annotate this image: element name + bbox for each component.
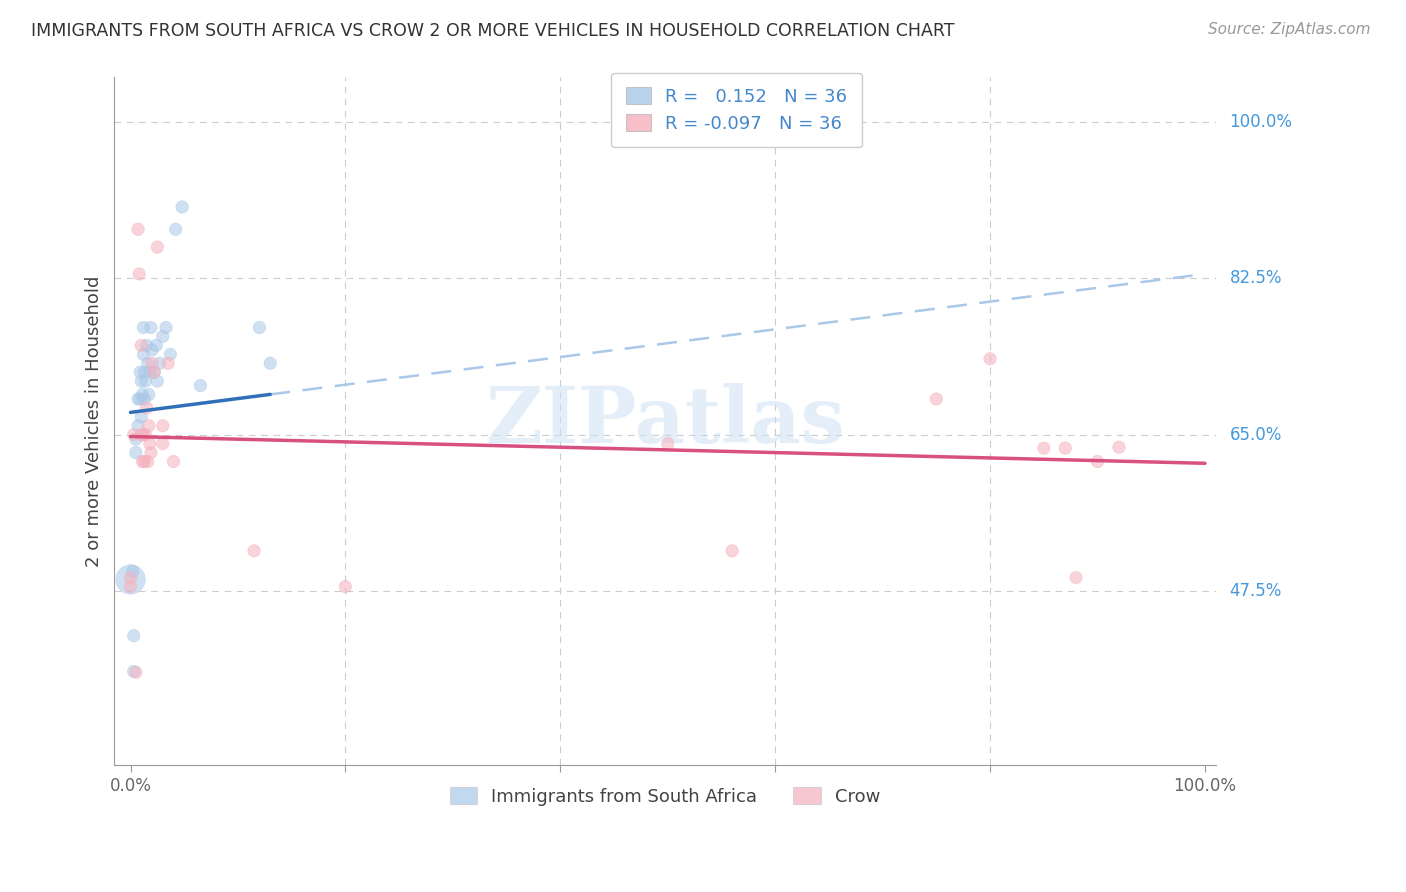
Point <box>135 374 157 388</box>
Point <box>122 629 145 643</box>
Text: 100.0%: 100.0% <box>1230 113 1292 131</box>
Point <box>925 392 948 406</box>
Point <box>139 320 162 334</box>
Point <box>138 418 160 433</box>
Point <box>125 665 148 680</box>
Text: 47.5%: 47.5% <box>1230 582 1282 600</box>
Point <box>128 267 150 281</box>
Point <box>129 338 152 352</box>
Point <box>135 427 157 442</box>
Point <box>129 427 152 442</box>
Point <box>259 356 281 370</box>
Point <box>152 418 174 433</box>
Point <box>143 365 166 379</box>
Point <box>979 351 1001 366</box>
Point <box>135 401 157 415</box>
Point <box>120 580 142 594</box>
Point <box>141 343 163 357</box>
Text: 65.0%: 65.0% <box>1230 425 1282 443</box>
Point <box>134 392 156 406</box>
Point <box>143 365 166 379</box>
Point <box>138 387 160 401</box>
Point <box>125 432 148 446</box>
Point <box>1032 441 1054 455</box>
Point <box>125 445 148 459</box>
Y-axis label: 2 or more Vehicles in Household: 2 or more Vehicles in Household <box>86 276 103 567</box>
Point <box>335 580 357 594</box>
Point <box>721 544 744 558</box>
Point <box>131 387 153 401</box>
Point <box>132 320 155 334</box>
Point <box>132 427 155 442</box>
Legend: Immigrants from South Africa, Crow: Immigrants from South Africa, Crow <box>440 778 890 814</box>
Point <box>155 320 177 334</box>
Point <box>1054 441 1077 455</box>
Point <box>121 565 143 579</box>
Point <box>136 454 159 468</box>
Point <box>120 571 142 585</box>
Point <box>243 544 266 558</box>
Point <box>152 329 174 343</box>
Point <box>129 409 152 424</box>
Point <box>127 418 149 433</box>
Point <box>152 436 174 450</box>
Point <box>1108 440 1130 454</box>
Point <box>159 347 181 361</box>
Point <box>145 338 167 352</box>
Point <box>129 374 152 388</box>
Point <box>141 356 163 370</box>
Point <box>122 665 145 679</box>
Point <box>172 200 194 214</box>
Point <box>139 365 162 379</box>
Point <box>120 573 142 587</box>
Point <box>139 445 162 459</box>
Point <box>146 240 169 254</box>
Point <box>134 454 156 468</box>
Point <box>135 338 157 352</box>
Point <box>148 356 170 370</box>
Text: ZIPatlas: ZIPatlas <box>485 384 845 459</box>
Point <box>127 392 149 406</box>
Point <box>129 392 152 406</box>
Point <box>1087 454 1109 468</box>
Point <box>132 347 155 361</box>
Point <box>127 222 149 236</box>
Text: Source: ZipAtlas.com: Source: ZipAtlas.com <box>1208 22 1371 37</box>
Text: 82.5%: 82.5% <box>1230 269 1282 287</box>
Point <box>122 427 145 442</box>
Point <box>162 454 184 468</box>
Text: IMMIGRANTS FROM SOUTH AFRICA VS CROW 2 OR MORE VEHICLES IN HOUSEHOLD CORRELATION: IMMIGRANTS FROM SOUTH AFRICA VS CROW 2 O… <box>31 22 955 40</box>
Point <box>129 365 152 379</box>
Point <box>146 374 169 388</box>
Point <box>157 356 180 370</box>
Point <box>190 378 212 392</box>
Point <box>136 356 159 370</box>
Point <box>657 436 679 450</box>
Point <box>131 454 153 468</box>
Point <box>165 222 187 236</box>
Point <box>139 436 162 450</box>
Point <box>249 320 271 334</box>
Point <box>1064 571 1087 585</box>
Point <box>134 365 156 379</box>
